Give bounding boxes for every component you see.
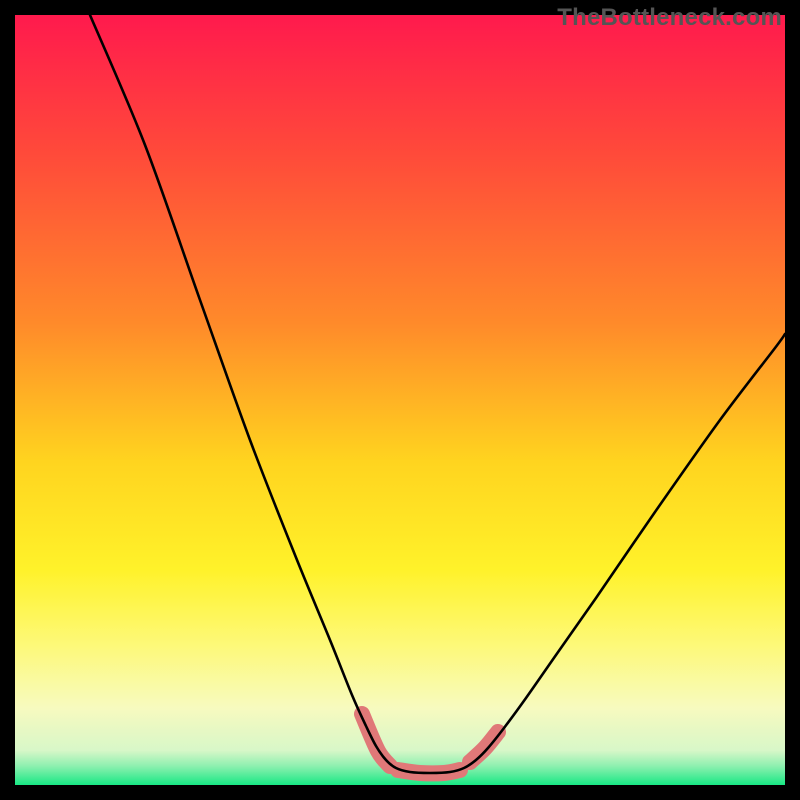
chart-svg bbox=[0, 0, 800, 800]
attribution-label: TheBottleneck.com bbox=[557, 4, 782, 32]
plot-area bbox=[15, 15, 785, 785]
chart-stage: TheBottleneck.com bbox=[0, 0, 800, 800]
